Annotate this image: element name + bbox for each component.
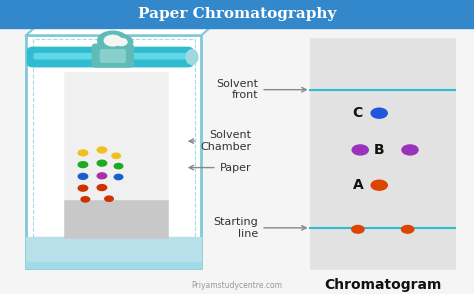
Bar (64, 72, 168, 200)
Circle shape (112, 153, 120, 158)
Circle shape (97, 160, 107, 166)
Circle shape (114, 174, 123, 180)
Circle shape (110, 35, 133, 49)
Bar (26, 35, 201, 268)
Text: Paper Chromatography: Paper Chromatography (138, 7, 336, 21)
Text: Starting
line: Starting line (214, 217, 306, 239)
Text: Solvent
front: Solvent front (216, 79, 306, 101)
Bar (0, 0, 474, 28)
Circle shape (78, 150, 88, 156)
Circle shape (78, 173, 88, 179)
Ellipse shape (186, 50, 198, 64)
Text: Chromatogram: Chromatogram (324, 278, 441, 292)
Text: Solvent
Chamber: Solvent Chamber (189, 130, 251, 152)
FancyBboxPatch shape (92, 44, 133, 67)
Circle shape (81, 197, 90, 202)
FancyBboxPatch shape (34, 54, 186, 59)
Circle shape (371, 180, 387, 190)
Text: Priyamstudycentre.com: Priyamstudycentre.com (191, 281, 283, 290)
Circle shape (105, 196, 113, 201)
Bar (64, 200, 168, 238)
Circle shape (98, 31, 128, 50)
Polygon shape (26, 26, 212, 35)
Circle shape (97, 147, 107, 153)
Circle shape (97, 173, 107, 179)
Circle shape (104, 35, 121, 46)
Bar (26, 262, 201, 268)
Circle shape (352, 225, 364, 233)
FancyBboxPatch shape (100, 50, 125, 62)
Bar (26, 237, 201, 268)
Text: A: A (353, 178, 363, 192)
Text: B: B (374, 143, 384, 157)
Bar (33, 39, 195, 263)
Circle shape (116, 39, 127, 46)
Text: C: C (353, 106, 363, 120)
Circle shape (78, 185, 88, 191)
Circle shape (402, 145, 418, 155)
Circle shape (352, 145, 368, 155)
Text: Paper: Paper (189, 163, 251, 173)
Circle shape (78, 162, 88, 168)
Circle shape (371, 108, 387, 118)
FancyBboxPatch shape (27, 47, 193, 67)
Circle shape (401, 225, 414, 233)
Circle shape (97, 185, 107, 191)
Bar (310, 38, 455, 269)
Circle shape (114, 163, 123, 169)
